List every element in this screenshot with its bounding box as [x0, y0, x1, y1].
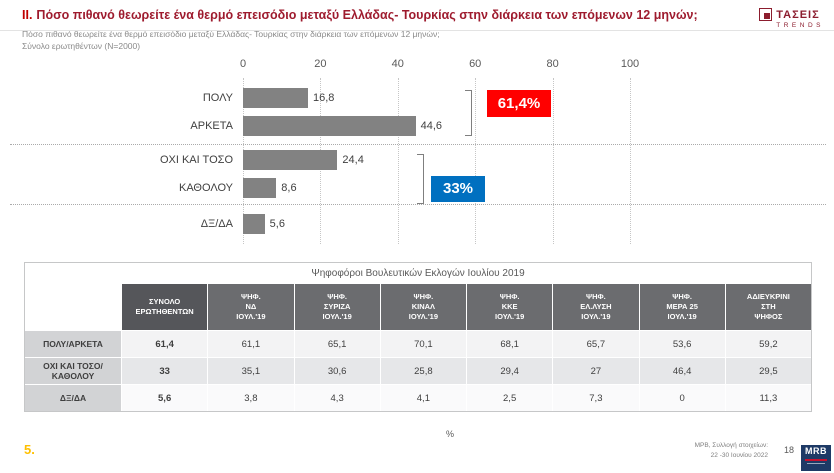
mrb-logo-accent: [805, 459, 827, 461]
table-cell: 65,1: [294, 331, 380, 357]
table-column-header: ΑΔΙΕΥΚΡΙΝΙ ΣΤΗ ΨΗΦΟΣ: [725, 284, 811, 330]
table-cell: 2,5: [467, 385, 553, 411]
category-label: ΟΧΙ ΚΑΙ ΤΟΣΟ: [159, 154, 233, 166]
bar: [243, 88, 309, 108]
mrb-logo-text: MRB: [805, 446, 827, 456]
table-cell: 7,3: [553, 385, 639, 411]
bar-value-label: 44,6: [420, 120, 443, 132]
percent-unit-label: %: [446, 429, 455, 439]
bar-value-label: 24,4: [342, 154, 364, 166]
category-label: ΚΑΘΟΛΟΥ: [178, 182, 233, 194]
table-cell: 5,6: [122, 385, 208, 411]
table-cell: 25,8: [380, 358, 466, 384]
bar-value-label: 5,6: [269, 218, 285, 230]
title-text: Πόσο πιθανό θεωρείτε ένα θερμό επεισόδιο…: [36, 8, 698, 22]
group-separator: [10, 204, 826, 205]
bar: [243, 116, 416, 136]
table-cell: 29,4: [467, 358, 553, 384]
table-column-header: ΨΗΦ. ΣΥΡΙΖΑ ΙΟΥΛ.'19: [294, 284, 380, 330]
table-cell: 3,8: [208, 385, 294, 411]
category-label: ΠΟΛΥ: [202, 92, 233, 104]
table-cell: 30,6: [294, 358, 380, 384]
x-tick-label: 0: [239, 58, 247, 70]
title-prefix: ΙΙ.: [22, 8, 33, 22]
table-row-label: ΔΞ/ΔΑ: [25, 385, 121, 411]
likelihood-bar-chart: 0 20 40 60 80 100 ΠΟΛΥ 16,8 ΑΡΚΕΤΑ 44,6 ΟΧΙ ΚΑΙ ΤΟ…: [10, 58, 826, 258]
table-grid: ΣΥΝΟΛΟ ΕΡΩΤΗΘΕΝΤΩΝ ΨΗΦ. ΝΔ ΙΟΥΛ.'19 ΨΗΦ. Σ…: [25, 284, 811, 411]
table-column-header: ΨΗΦ. ΚΙΝΑΛ ΙΟΥΛ.'19: [380, 284, 466, 330]
x-tick-label: 20: [314, 58, 327, 70]
group-bracket: [417, 154, 424, 204]
mrb-logo-lines: [807, 463, 825, 464]
category-label: ΑΡΚΕΤΑ: [190, 120, 233, 132]
taseis-logo-text: ΤΑΣΕΙΣ: [776, 8, 820, 21]
table-corner-cell: [25, 284, 121, 330]
x-tick-label: 80: [546, 58, 559, 70]
table-row-label: ΟΧΙ ΚΑΙ ΤΟΣΟ/ΚΑΘΟΛΟΥ: [25, 358, 121, 384]
table-cell: 11,3: [725, 385, 811, 411]
group-bracket: [465, 90, 472, 136]
table-cell: 61,1: [208, 331, 294, 357]
table-row-label: ΠΟΛΥ/ΑΡΚΕΤΑ: [25, 331, 121, 357]
source-line-1: ΜΡΒ, Συλλογή στοιχείων:: [694, 442, 768, 449]
table-cell: 4,1: [380, 385, 466, 411]
group-total-badge: 61,4%: [487, 90, 551, 117]
table-cell: 29,5: [725, 358, 811, 384]
group-total-badge: 33%: [431, 176, 485, 202]
taseis-logo: ΤΑΣΕΙΣ TRENDS: [759, 8, 824, 29]
table-column-header: ΣΥΝΟΛΟ ΕΡΩΤΗΘΕΝΤΩΝ: [122, 284, 208, 330]
table-cell: 0: [639, 385, 725, 411]
page-title: ΙΙ. Πόσο πιθανό θεωρείτε ένα θερμό επεισό…: [22, 8, 752, 24]
table-cell: 35,1: [208, 358, 294, 384]
bar: [243, 214, 265, 234]
table-cell: 46,4: [639, 358, 725, 384]
table-cell: 27: [553, 358, 639, 384]
gridline: [552, 78, 554, 244]
table-cell: 33: [122, 358, 208, 384]
voters-table: Ψηφοφόροι Βουλευτικών Εκλογών Ιουλίου 20…: [24, 262, 812, 412]
header-divider: [0, 30, 834, 31]
bar-value-label: 16,8: [313, 92, 335, 104]
taseis-logo-subtext: TRENDS: [776, 22, 824, 29]
table-column-header: ΨΗΦ. ΕΛ.ΛΥΣΗ ΙΟΥΛ.'19: [553, 284, 639, 330]
gridline: [630, 78, 631, 244]
table-cell: 70,1: [380, 331, 466, 357]
category-label: ΔΞ/ΔΑ: [200, 218, 233, 230]
table-cell: 4,3: [294, 385, 380, 411]
gridline: [397, 78, 399, 244]
bar: [243, 178, 277, 198]
x-tick-label: 40: [391, 58, 404, 70]
table-column-header: ΨΗΦ. ΜΕΡΑ 25 ΙΟΥΛ.'19: [639, 284, 725, 330]
table-cell: 61,4: [122, 331, 208, 357]
table-cell: 65,7: [553, 331, 639, 357]
bar: [243, 150, 338, 170]
source-note: ΜΡΒ, Συλλογή στοιχείων: 22 -30 Ιουνίου 2…: [695, 441, 768, 462]
table-column-header: ΨΗΦ. ΝΔ ΙΟΥΛ.'19: [208, 284, 294, 330]
slide-marker: 5.: [24, 442, 35, 457]
x-tick-label: 60: [469, 58, 482, 70]
table-title: Ψηφοφόροι Βουλευτικών Εκλογών Ιουλίου 20…: [25, 263, 811, 284]
mrb-logo: MRB: [801, 445, 831, 471]
table-cell: 53,6: [639, 331, 725, 357]
bar-value-label: 8,6: [281, 182, 297, 194]
page-number: 18: [783, 445, 794, 455]
sample-note: Σύνολο ερωτηθέντων (N=2000): [22, 40, 141, 51]
group-separator: [10, 144, 826, 145]
subtitle: Πόσο πιθανό θεωρείτε ένα θερμό επεισόδιο…: [22, 28, 440, 39]
table-column-header: ΨΗΦ. ΚΚΕ ΙΟΥΛ.'19: [467, 284, 553, 330]
x-tick-label: 100: [620, 58, 640, 70]
table-cell: 59,2: [725, 331, 811, 357]
taseis-square-icon: [759, 8, 773, 21]
header: ΙΙ. Πόσο πιθανό θεωρείτε ένα θερμό επεισό…: [22, 8, 752, 51]
gridline: [475, 78, 477, 244]
table-cell: 68,1: [467, 331, 553, 357]
source-line-2: 22 -30 Ιουνίου 2022: [710, 452, 768, 460]
